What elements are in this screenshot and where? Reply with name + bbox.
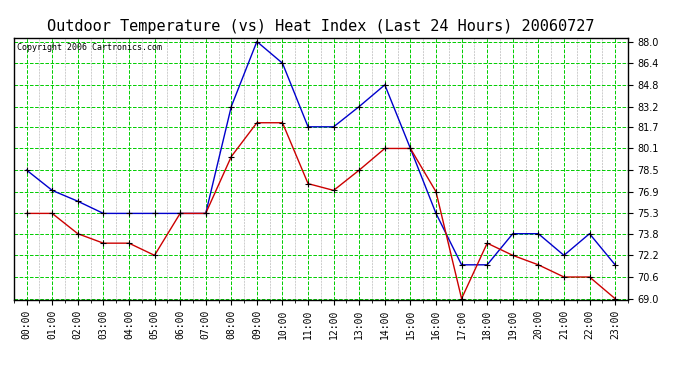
Text: Copyright 2006 Cartronics.com: Copyright 2006 Cartronics.com xyxy=(17,43,162,52)
Title: Outdoor Temperature (vs) Heat Index (Last 24 Hours) 20060727: Outdoor Temperature (vs) Heat Index (Las… xyxy=(47,18,595,33)
